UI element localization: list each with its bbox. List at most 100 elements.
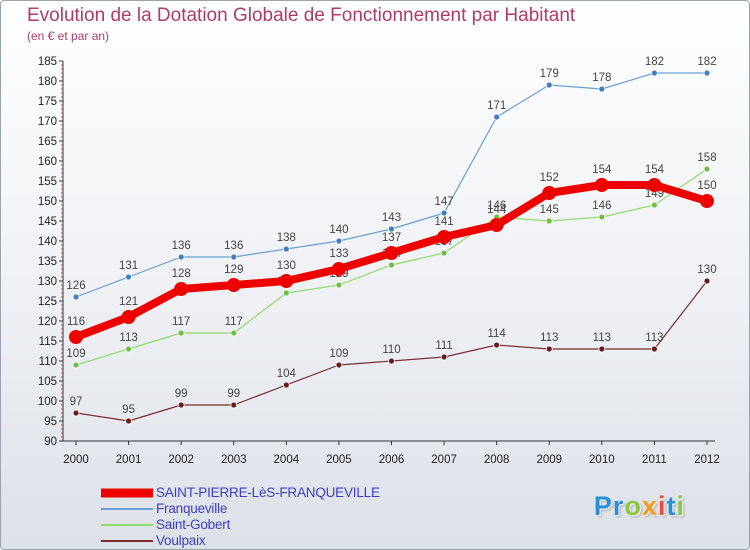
data-point (437, 230, 452, 244)
data-label: 136 (172, 240, 191, 252)
data-label: 138 (277, 232, 296, 244)
data-label: 150 (697, 180, 716, 192)
x-tick-label: 2003 (221, 454, 247, 466)
data-point (651, 69, 658, 77)
y-tick-label: 130 (38, 276, 57, 288)
legend-item: Franqueville (101, 501, 421, 517)
data-label: 113 (593, 332, 611, 344)
legend-swatch (101, 508, 153, 510)
x-tick-label: 2005 (326, 454, 352, 466)
data-point (598, 85, 606, 93)
legend-label: Saint-Gobert (156, 517, 231, 532)
y-tick-label: 135 (38, 256, 57, 268)
data-label: 145 (540, 204, 559, 216)
y-tick-label: 100 (38, 396, 57, 408)
y-tick-label: 175 (38, 96, 57, 108)
data-point (72, 409, 80, 417)
data-point (72, 293, 80, 301)
chart-legend: SAINT-PIERRE-LèS-FRANQUEVILLE Franquevill… (101, 485, 421, 549)
data-point (384, 246, 399, 260)
legend-swatch (101, 540, 153, 542)
legend-label: Voulpaix (156, 533, 206, 548)
x-tick-label: 2007 (431, 454, 457, 466)
data-label: 130 (277, 260, 296, 272)
data-label: 140 (329, 224, 348, 236)
data-point (545, 217, 553, 225)
data-point (335, 237, 343, 245)
logo-letter: t (666, 491, 677, 521)
data-label: 144 (487, 204, 507, 216)
data-point (230, 329, 238, 337)
data-label: 133 (329, 248, 348, 260)
logo-letter: i (657, 491, 667, 521)
data-label: 109 (329, 348, 348, 360)
legend-item: Voulpaix (101, 533, 421, 549)
data-point (647, 178, 662, 192)
data-point (177, 329, 185, 337)
data-point (388, 357, 395, 365)
data-label: 147 (434, 196, 453, 208)
chart-title: Evolution de la Dotation Globale de Fonc… (27, 5, 576, 26)
y-tick-label: 140 (38, 236, 57, 248)
data-label: 178 (592, 72, 611, 84)
data-label: 152 (540, 172, 559, 184)
data-point (72, 361, 80, 369)
legend-item: Saint-Gobert (101, 517, 421, 533)
data-point (282, 289, 290, 297)
data-label: 136 (224, 240, 243, 252)
data-label: 99 (175, 388, 188, 400)
y-tick-label: 105 (38, 376, 57, 388)
legend-label: Franqueville (156, 501, 228, 516)
data-label: 113 (540, 332, 558, 344)
data-point (177, 253, 185, 261)
data-label: 117 (225, 316, 243, 328)
data-label: 130 (697, 264, 716, 276)
data-point (125, 273, 132, 281)
data-point (594, 178, 609, 192)
data-point (125, 417, 132, 425)
data-label: 182 (645, 56, 664, 68)
y-tick-label: 180 (38, 76, 57, 88)
data-label: 109 (66, 348, 85, 360)
x-tick-label: 2000 (63, 454, 89, 466)
data-point (388, 225, 395, 233)
legend-label: SAINT-PIERRE-LèS-FRANQUEVILLE (156, 485, 380, 500)
x-tick-label: 2004 (274, 454, 300, 466)
data-point (440, 353, 448, 361)
data-label: 137 (382, 232, 401, 244)
y-tick-label: 90 (44, 436, 57, 448)
data-point (700, 194, 714, 208)
y-tick-label: 115 (39, 336, 57, 348)
data-point (121, 310, 136, 324)
data-point (440, 209, 448, 217)
legend-swatch (101, 524, 153, 526)
data-point (331, 262, 346, 276)
data-point (174, 282, 189, 296)
logo-letter: o (624, 491, 642, 521)
data-label: 149 (645, 188, 664, 200)
x-tick-label: 2012 (694, 454, 720, 466)
data-label: 171 (487, 100, 506, 112)
data-label: 116 (67, 316, 85, 328)
data-label: 146 (592, 200, 611, 212)
data-point (335, 361, 343, 369)
y-tick-label: 170 (38, 116, 57, 128)
data-point (651, 345, 658, 353)
data-point (335, 281, 343, 289)
data-label: 146 (487, 200, 506, 212)
logo-letter: i (676, 491, 685, 521)
data-label: 154 (592, 164, 612, 176)
data-point (279, 274, 294, 288)
chart-subtitle: (en € et par an) (27, 29, 110, 43)
data-point (282, 245, 290, 253)
logo-letter: x (641, 491, 658, 521)
data-point (177, 401, 185, 409)
data-label: 143 (382, 212, 401, 224)
data-point (489, 218, 504, 232)
data-label: 158 (697, 152, 716, 164)
x-tick-label: 2006 (379, 454, 405, 466)
y-tick-label: 185 (38, 56, 57, 68)
data-point (545, 81, 553, 89)
